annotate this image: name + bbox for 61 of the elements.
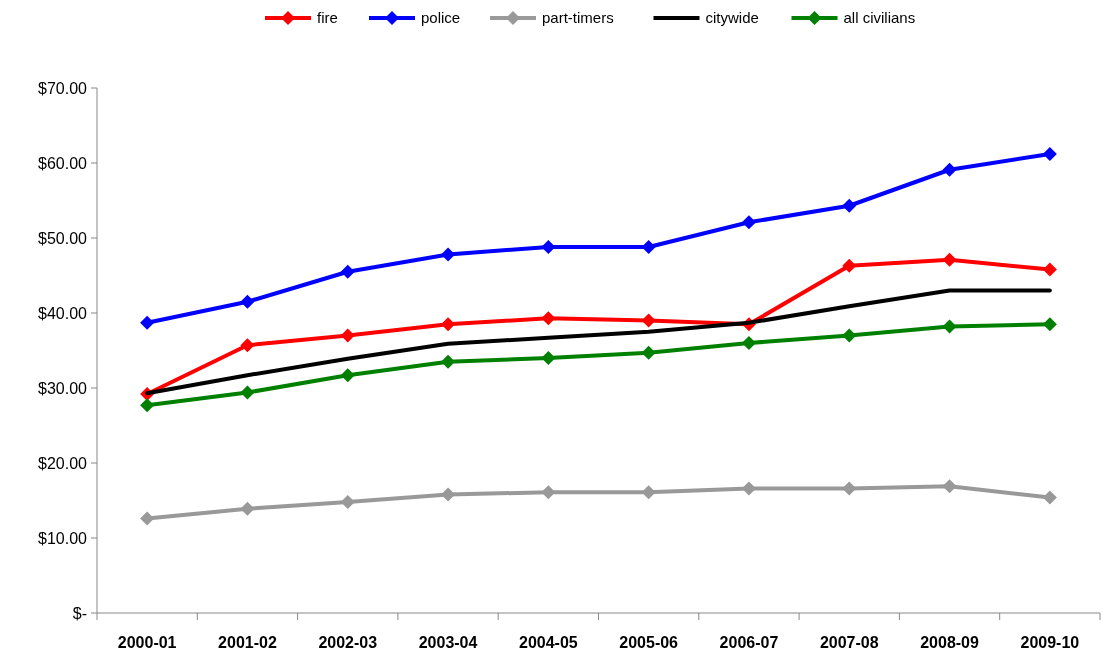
point xyxy=(842,198,857,213)
point xyxy=(441,354,456,369)
point xyxy=(942,252,957,267)
point xyxy=(441,317,456,332)
y-tick-label: $30.00 xyxy=(38,379,88,397)
x-tick-label: 2004-05 xyxy=(518,634,578,651)
point xyxy=(1042,490,1057,505)
point xyxy=(240,338,255,353)
y-tick-label: $40.00 xyxy=(38,304,88,322)
y-tick-label: $10.00 xyxy=(38,529,88,547)
point xyxy=(441,487,456,502)
point xyxy=(240,385,255,400)
legend-label: part-timers xyxy=(542,9,614,26)
legend-label: citywide xyxy=(705,9,759,26)
point xyxy=(942,319,957,334)
point xyxy=(641,313,656,328)
point xyxy=(1042,147,1057,161)
x-tick-label: 2001-02 xyxy=(218,634,277,651)
x-tick-label: 2000-01 xyxy=(117,634,177,651)
point xyxy=(240,294,255,309)
point xyxy=(541,240,556,254)
point xyxy=(942,479,957,494)
y-tick-label: $70.00 xyxy=(38,79,88,97)
x-tick-label: 2005-06 xyxy=(619,634,679,651)
legend-label: fire xyxy=(317,9,338,26)
point xyxy=(942,162,957,177)
point xyxy=(741,215,756,230)
legend-label: police xyxy=(421,9,461,26)
point xyxy=(140,511,155,526)
x-tick-label: 2009-10 xyxy=(1020,634,1080,651)
legend-label: all civilians xyxy=(843,9,916,26)
y-tick-label: $- xyxy=(72,604,87,622)
point xyxy=(541,351,556,365)
point xyxy=(140,398,155,413)
y-tick-label: $20.00 xyxy=(38,454,88,472)
point xyxy=(842,328,857,343)
x-tick-label: 2002-03 xyxy=(318,634,378,651)
y-tick-label: $50.00 xyxy=(38,229,88,247)
point xyxy=(140,315,155,330)
point xyxy=(741,336,756,350)
point xyxy=(340,368,355,383)
x-tick-label: 2007-08 xyxy=(819,634,879,651)
point xyxy=(641,240,656,254)
x-tick-label: 2003-04 xyxy=(418,634,478,651)
point xyxy=(340,495,355,509)
point xyxy=(842,258,857,273)
x-tick-label: 2006-07 xyxy=(719,634,779,651)
point xyxy=(240,501,255,516)
point xyxy=(441,247,456,262)
point xyxy=(340,264,355,279)
point xyxy=(541,311,556,326)
point xyxy=(340,328,355,343)
y-tick-label: $60.00 xyxy=(38,154,88,172)
point xyxy=(1042,317,1057,332)
point xyxy=(641,485,656,500)
point xyxy=(541,485,556,500)
x-tick-label: 2008-09 xyxy=(920,634,980,651)
point xyxy=(1042,262,1057,277)
point xyxy=(741,481,756,496)
point xyxy=(842,481,857,496)
point xyxy=(641,345,656,360)
